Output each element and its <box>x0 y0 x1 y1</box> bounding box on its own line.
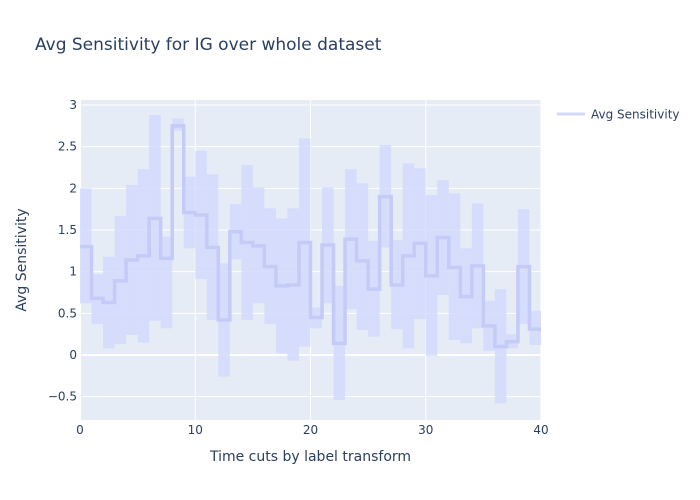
y-tick-label: 0 <box>69 348 77 362</box>
y-tick-label: 0.5 <box>58 306 77 320</box>
y-axis-title: Avg Sensitivity <box>14 208 30 311</box>
band-segment <box>160 236 173 329</box>
y-tick-label: 3 <box>69 98 77 112</box>
chart-title: Avg Sensitivity for IG over whole datase… <box>35 35 382 55</box>
x-tick-label: 10 <box>188 423 203 437</box>
y-tick-label: 1 <box>69 265 77 279</box>
y-tick-label: 1.5 <box>58 223 77 237</box>
series-line-layer <box>80 124 541 349</box>
x-tick-label: 0 <box>76 423 84 437</box>
x-tick-label: 20 <box>303 423 318 437</box>
legend[interactable]: Avg Sensitivity <box>557 108 680 122</box>
y-tick-label: 2 <box>69 181 77 195</box>
legend-label-avg-sensitivity: Avg Sensitivity <box>591 108 680 122</box>
y-tick-label: 2.5 <box>58 140 77 154</box>
x-tick-label: 30 <box>418 423 433 437</box>
y-tick-label: −0.5 <box>48 390 77 404</box>
band-segment <box>356 183 369 330</box>
x-axis-title: Time cuts by label transform <box>209 449 411 465</box>
tick-labels: −0.500.511.522.530 10 20 30 40 <box>48 98 549 437</box>
series-line-avg-sensitivity <box>80 124 541 349</box>
x-tick-label: 40 <box>533 423 548 437</box>
